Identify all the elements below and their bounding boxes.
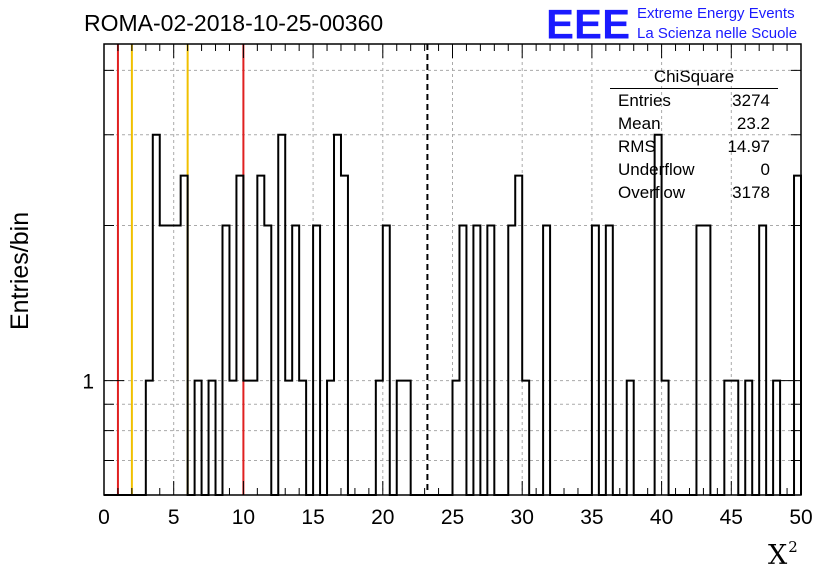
histogram-bin (229, 381, 236, 495)
histogram-bin (543, 226, 550, 495)
histogram-bin (731, 381, 738, 495)
histogram-bin (334, 135, 341, 495)
histogram-bin (299, 381, 306, 495)
histogram-bin (285, 381, 292, 495)
logo-line-2: La Scienza nelle Scuole (637, 25, 798, 42)
histogram-bin (515, 176, 522, 495)
eee-logo-icon: EEE (546, 2, 630, 44)
histogram-bin (522, 381, 529, 495)
x-tick-label: 50 (789, 506, 812, 529)
histogram-bin (153, 135, 160, 495)
stats-label: Mean (618, 114, 661, 133)
histogram-bin (627, 381, 634, 495)
stats-label: RMS (618, 137, 656, 156)
x-tick-label: 40 (650, 506, 673, 529)
x-tick-label: 15 (301, 506, 324, 529)
histogram-bin (508, 226, 515, 495)
stats-label: Overflow (618, 183, 686, 202)
stats-row-underflow: Underflow 0 (610, 158, 778, 181)
stats-row-entries: Entries 3274 (610, 89, 778, 112)
histogram-bin (759, 226, 766, 495)
histogram-bin (313, 226, 320, 495)
stats-row-overflow: Overflow 3178 (610, 181, 778, 204)
stats-box: ChiSquare Entries 3274 Mean 23.2 RMS 14.97 Und… (610, 66, 778, 204)
histogram-bin (662, 381, 669, 495)
x-tick-label: 5 (168, 506, 180, 529)
histogram-bin (195, 381, 202, 495)
x-tick-label: 30 (511, 506, 534, 529)
stats-value: 3178 (732, 183, 770, 202)
histogram-bin (341, 176, 348, 495)
stats-label: Entries (618, 91, 671, 110)
histogram-bin (606, 226, 613, 495)
histogram-bin (264, 226, 271, 495)
histogram-bin (236, 176, 243, 495)
histogram-bin (397, 381, 404, 495)
histogram-bin (160, 226, 167, 495)
logo-letters: EEE (546, 2, 630, 44)
histogram-bin (250, 381, 257, 495)
histogram-bin (473, 226, 480, 495)
stats-value: 3274 (732, 91, 770, 110)
stats-box-title: ChiSquare (610, 66, 778, 89)
histogram-bin (592, 226, 599, 495)
histogram-bin (257, 176, 264, 495)
histogram-bin (243, 381, 250, 495)
stats-label: Underflow (618, 160, 695, 179)
histogram-bin (383, 226, 390, 495)
histogram-bin (174, 226, 181, 495)
histogram-bin (222, 226, 229, 495)
histogram-bin (703, 226, 710, 495)
x-tick-label: 20 (371, 506, 394, 529)
x-axis-label: X2 (768, 538, 798, 571)
histogram-bin (209, 381, 216, 495)
histogram-bin (376, 381, 383, 495)
stats-row-mean: Mean 23.2 (610, 112, 778, 135)
histogram-bin (794, 176, 801, 495)
histogram-bin (745, 381, 752, 495)
histogram-bin (724, 381, 731, 495)
histogram-bin (404, 381, 411, 495)
x-axis-label-superscript: 2 (788, 538, 798, 556)
histogram-bin (459, 226, 466, 495)
histogram-bin (453, 381, 460, 495)
x-tick-label: 0 (98, 506, 110, 529)
x-tick-label: 25 (441, 506, 464, 529)
histogram-bin (167, 226, 174, 495)
histogram-bin (696, 226, 703, 495)
x-axis-label-main: X (768, 540, 788, 571)
x-tick-label: 45 (720, 506, 743, 529)
histogram-bin (146, 381, 153, 495)
y-tick-label: 1 (82, 371, 94, 394)
histogram-bin (181, 176, 188, 495)
stats-rows: Entries 3274 Mean 23.2 RMS 14.97 Underflow 0 Ove… (610, 89, 778, 204)
histogram-bin (773, 381, 780, 495)
histogram-bin (278, 135, 285, 495)
histogram-bin (327, 381, 334, 495)
logo-line-1: Extreme Energy Events (637, 5, 795, 22)
x-tick-label: 35 (580, 506, 603, 529)
stats-value: 0 (760, 160, 770, 179)
x-tick-label: 10 (232, 506, 255, 529)
stats-row-rms: RMS 14.97 (610, 135, 778, 158)
chart-title: ROMA-02-2018-10-25-00360 (84, 10, 384, 36)
stats-value: 14.97 (727, 137, 770, 156)
histogram-bin (292, 226, 299, 495)
histogram-bin (487, 226, 494, 495)
stats-value: 23.2 (736, 114, 770, 133)
